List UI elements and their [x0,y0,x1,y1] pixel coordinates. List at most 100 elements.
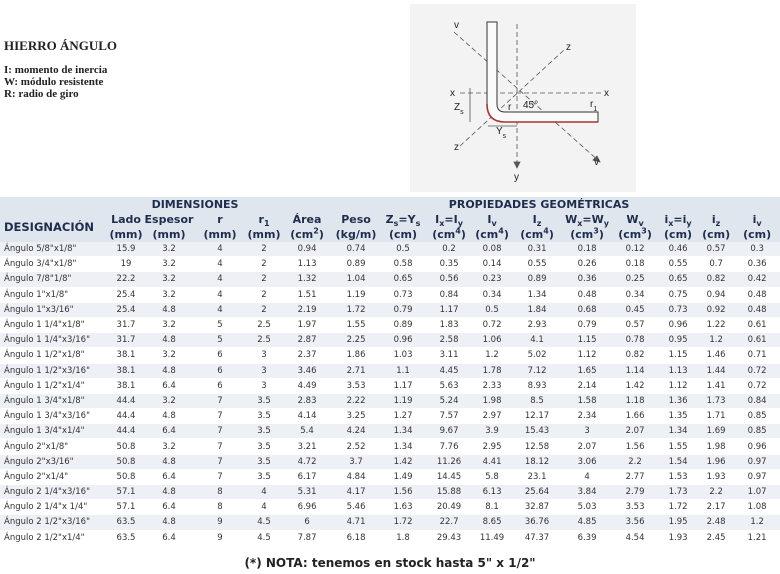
value-cell: 1.46 [698,347,735,364]
value-cell: 12.17 [512,408,563,425]
value-cell: 0.95 [658,332,699,349]
value-cell: 2.95 [472,438,513,455]
value-cell: 0.65 [658,271,699,288]
value-cell: 2.19 [282,302,333,318]
value-cell: 0.96 [380,332,427,349]
value-cell: 0.72 [472,317,513,334]
value-cell: 0.18 [612,256,659,273]
header-part: z [536,218,542,228]
value-cell: 0.89 [512,271,563,288]
value-cell: 0.97 [734,469,780,486]
header-part: i [752,212,757,226]
header-part: W [626,212,639,226]
header-part: Espesor [144,212,194,226]
value-cell: 1.98 [472,393,513,410]
table-row: Ángulo 1"x3/16" 25.4 4.8 4 2 2.19 1.72 0.79 1.17… [0,302,780,318]
value-cell: 15.9 [108,242,144,258]
value-cell: 4.49 [282,378,333,394]
value-cell: 1.15 [562,332,613,349]
column-unit: (cm) [734,227,780,242]
value-cell: 3.56 [612,514,659,531]
value-cell: 0.35 [426,256,473,273]
value-cell: 1.93 [698,469,735,486]
value-cell: 2.33 [472,378,513,394]
value-cell: 4.8 [144,454,194,470]
value-cell: 1.06 [472,332,513,349]
value-cell: 0.08 [472,242,513,258]
header-part: (mm) [247,227,281,241]
value-cell: 6 [194,378,246,394]
header-part: =Y [398,212,416,226]
value-cell: 5 [194,332,246,349]
header-part: ) [460,227,466,241]
value-cell: 5.02 [512,347,563,364]
header-part: y [603,218,609,228]
header-part: ) [646,227,652,241]
value-cell: 4 [246,499,283,516]
value-cell: 3.25 [332,408,381,425]
value-cell: 1.96 [698,454,735,470]
header-part: x [668,218,674,228]
header-cell [0,197,108,212]
value-cell: 0.34 [472,287,513,303]
designation-cell: Ángulo 1 1/4"x1/8" [0,317,108,334]
value-cell: 2.22 [332,393,381,410]
value-cell: 4.8 [144,514,194,531]
header-part: Lado [111,212,141,226]
value-cell: 2 [246,256,283,273]
column-header: Iv [472,212,513,227]
value-cell: 1.73 [698,393,735,410]
header-part: (cm) [389,227,418,241]
value-cell: 6.4 [144,499,194,516]
header-part: (mm) [152,227,186,241]
column-unit: (cm4) [512,225,563,242]
value-cell: 2.37 [282,347,333,364]
diagram-label: Zs [454,102,464,116]
designation-cell: Ángulo 1 1/2"x1/4" [0,378,108,394]
value-cell: 2.07 [612,423,659,440]
value-cell: 3.84 [562,484,613,501]
value-cell: 29.43 [426,530,473,546]
value-cell: 6.4 [144,423,194,440]
value-cell: 3 [246,363,283,379]
label-part: z [566,42,571,53]
legend-line: R: radio de giro [4,88,79,100]
value-cell: 1.84 [512,302,563,318]
value-cell: 3.53 [332,378,381,394]
value-cell: 9 [194,530,246,546]
value-cell: 11.26 [426,454,473,470]
value-cell: 31.7 [108,332,144,349]
column-header: Lado [108,212,144,227]
value-cell: 0.3 [734,242,780,258]
value-cell: 6.39 [562,530,613,546]
value-cell: 2 [246,242,283,258]
value-cell: 3.5 [246,393,283,410]
value-cell: 3.2 [144,242,194,258]
value-cell: 3.5 [246,454,283,470]
value-cell: 1.95 [658,514,699,531]
value-cell: 1.72 [380,514,427,531]
value-cell: 38.1 [108,363,144,379]
value-cell: 0.72 [734,378,780,394]
value-cell: 8.5 [512,393,563,410]
label-part: 45° [523,100,538,111]
header-part: z [715,218,721,228]
value-cell: 2 [246,302,283,318]
diagram-label: z [566,42,571,53]
header-part: 4 [543,225,549,235]
value-cell: 1.78 [472,363,513,379]
header-part: y [457,218,463,228]
value-cell: 18.12 [512,454,563,470]
diagram-label: v [454,20,459,31]
value-cell: 7.87 [282,530,333,546]
value-cell: 1.32 [282,271,333,288]
value-cell: 1.72 [332,302,381,318]
designation-cell: Ángulo 1"x3/16" [0,302,108,318]
value-cell: 0.73 [658,302,699,318]
header-part: 4 [455,225,461,235]
value-cell: 0.73 [380,287,427,303]
column-header: iz [698,212,735,228]
value-cell: 1.69 [698,423,735,440]
header-part: (cm) [664,227,693,241]
value-cell: 63.5 [108,530,144,546]
